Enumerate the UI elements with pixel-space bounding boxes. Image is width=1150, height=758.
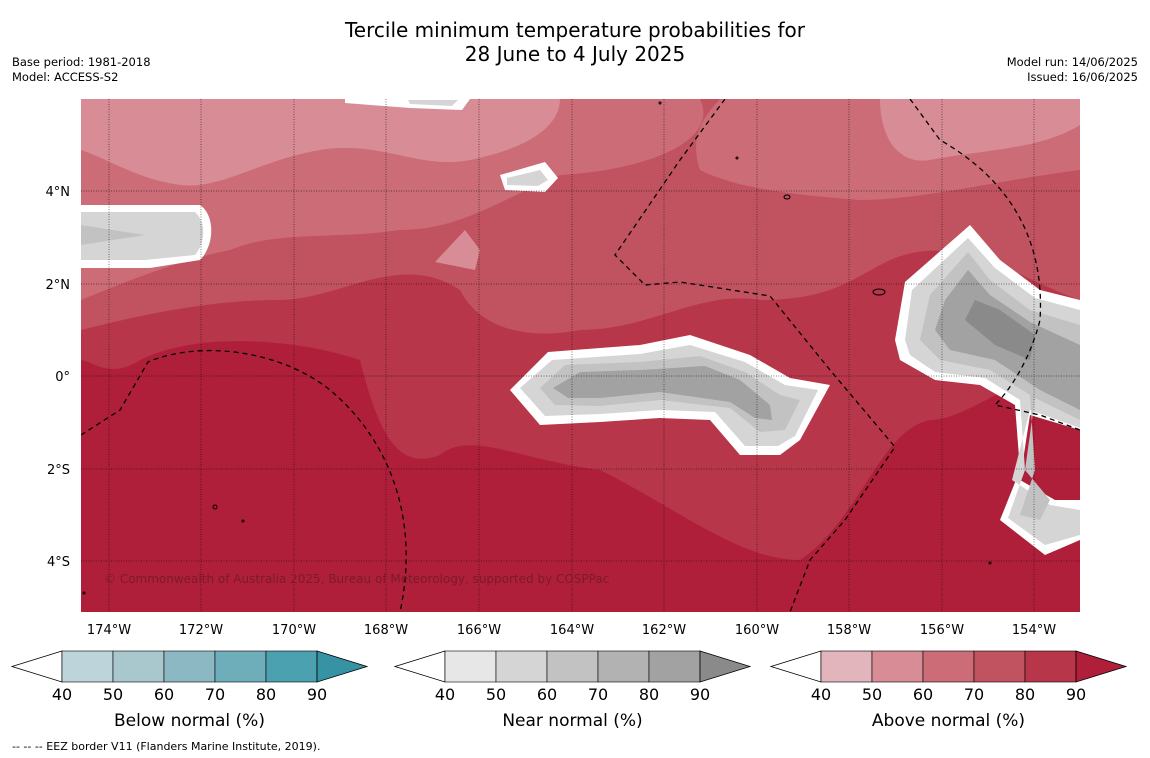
title-line-1: Tercile minimum temperature probabilitie… [344, 18, 806, 42]
colorbar-segment [495, 650, 548, 683]
colorbar-under-arrow [393, 650, 446, 683]
colorbar-3: 40 50 60 70 80 90 Above normal (%) [769, 650, 1128, 731]
title-line-2: 28 June to 4 July 2025 [464, 42, 686, 66]
colorbar-segment [820, 650, 873, 683]
lat-tick: 0° [55, 370, 70, 385]
model-name: Model: ACCESS-S2 [12, 70, 119, 84]
colorbar-segment [265, 650, 318, 683]
lon-tick: 154°W [1012, 623, 1056, 638]
colorbar-segment [61, 650, 114, 683]
colorbar-tick-label: 50 [103, 685, 123, 704]
colorbar-tick-label: 40 [52, 685, 72, 704]
lon-tick: 162°W [642, 623, 686, 638]
base-period: Base period: 1981-2018 [12, 55, 151, 69]
colorbar-tick-label: 70 [205, 685, 225, 704]
lat-tick: 2°S [47, 463, 70, 478]
graticule [81, 99, 1080, 612]
colorbar-segment [922, 650, 975, 683]
colorbar-segment [871, 650, 924, 683]
lat-tick: 2°N [46, 278, 71, 293]
colorbar-label: Above normal (%) [872, 711, 1025, 731]
colorbar-2: 40 50 60 70 80 90 Near normal (%) [393, 650, 752, 731]
colorbar-segment [163, 650, 216, 683]
colorbar-tick-label: 80 [1015, 685, 1035, 704]
issued-date: Issued: 16/06/2025 [1027, 70, 1138, 84]
colorbar-tick-label: 90 [1066, 685, 1086, 704]
colorbar-over-arrow [1075, 650, 1128, 683]
colorbar-segment [648, 650, 701, 683]
copyright-text: © Commonwealth of Australia 2025, Bureau… [104, 572, 609, 586]
lon-tick: 166°W [457, 623, 501, 638]
lon-tick: 156°W [920, 623, 964, 638]
colorbar-over-arrow [316, 650, 369, 683]
lat-tick: 4°N [46, 185, 71, 200]
colorbar-segment [546, 650, 599, 683]
colorbar-segment [214, 650, 267, 683]
colorbar-segment [597, 650, 650, 683]
meta-left: Base period: 1981-2018 Model: ACCESS-S2 [12, 55, 151, 85]
colorbar-segment [112, 650, 165, 683]
colorbar-tick-label: 60 [913, 685, 933, 704]
colorbar-over-arrow [699, 650, 752, 683]
lon-tick: 160°W [735, 623, 779, 638]
colorbar-tick-label: 90 [307, 685, 327, 704]
colorbar-segment [1024, 650, 1077, 683]
islands [82, 101, 992, 595]
colorbar-label: Near normal (%) [502, 711, 642, 731]
map-fields [81, 99, 1080, 612]
lon-tick: 164°W [550, 623, 594, 638]
colorbar-under-arrow [769, 650, 822, 683]
lon-tick: 172°W [179, 623, 223, 638]
colorbar-tick-label: 80 [256, 685, 276, 704]
colorbar-tick-label: 80 [639, 685, 659, 704]
colorbar-label: Below normal (%) [114, 711, 265, 731]
lon-tick: 174°W [87, 623, 131, 638]
lon-tick: 168°W [364, 623, 408, 638]
lat-axis: 4°N 2°N 0° 2°S 4°S [46, 185, 71, 570]
colorbar-1: 40 50 60 70 80 90 Below normal (%) [10, 650, 369, 731]
map-title: Tercile minimum temperature probabilitie… [0, 18, 1150, 66]
colorbar-tick-label: 60 [154, 685, 174, 704]
colorbar-segment [973, 650, 1026, 683]
colorbar-tick-label: 70 [964, 685, 984, 704]
colorbar-segment [444, 650, 497, 683]
colorbar-tick-label: 40 [811, 685, 831, 704]
model-run: Model run: 14/06/2025 [1006, 55, 1138, 69]
lon-axis: 174°W 172°W 170°W 168°W 166°W 164°W 162°… [87, 623, 1056, 638]
colorbar-under-arrow [10, 650, 63, 683]
lat-tick: 4°S [47, 555, 70, 570]
colorbar-tick-label: 40 [435, 685, 455, 704]
colorbar-tick-label: 50 [486, 685, 506, 704]
colorbar-tick-label: 70 [588, 685, 608, 704]
eez-border [81, 99, 1080, 612]
colorbar-tick-label: 50 [862, 685, 882, 704]
legends: 40 50 60 70 80 90 Below normal (%) 40 50 60 70 80 90… [10, 650, 1128, 731]
colorbar-tick-label: 60 [537, 685, 557, 704]
colorbar-tick-label: 90 [690, 685, 710, 704]
lon-tick: 158°W [827, 623, 871, 638]
lon-tick: 170°W [272, 623, 316, 638]
meta-right: Model run: 14/06/2025 Issued: 16/06/2025 [1007, 55, 1138, 85]
eez-footnote: -- -- -- EEZ border V11 (Flanders Marine… [12, 740, 321, 753]
